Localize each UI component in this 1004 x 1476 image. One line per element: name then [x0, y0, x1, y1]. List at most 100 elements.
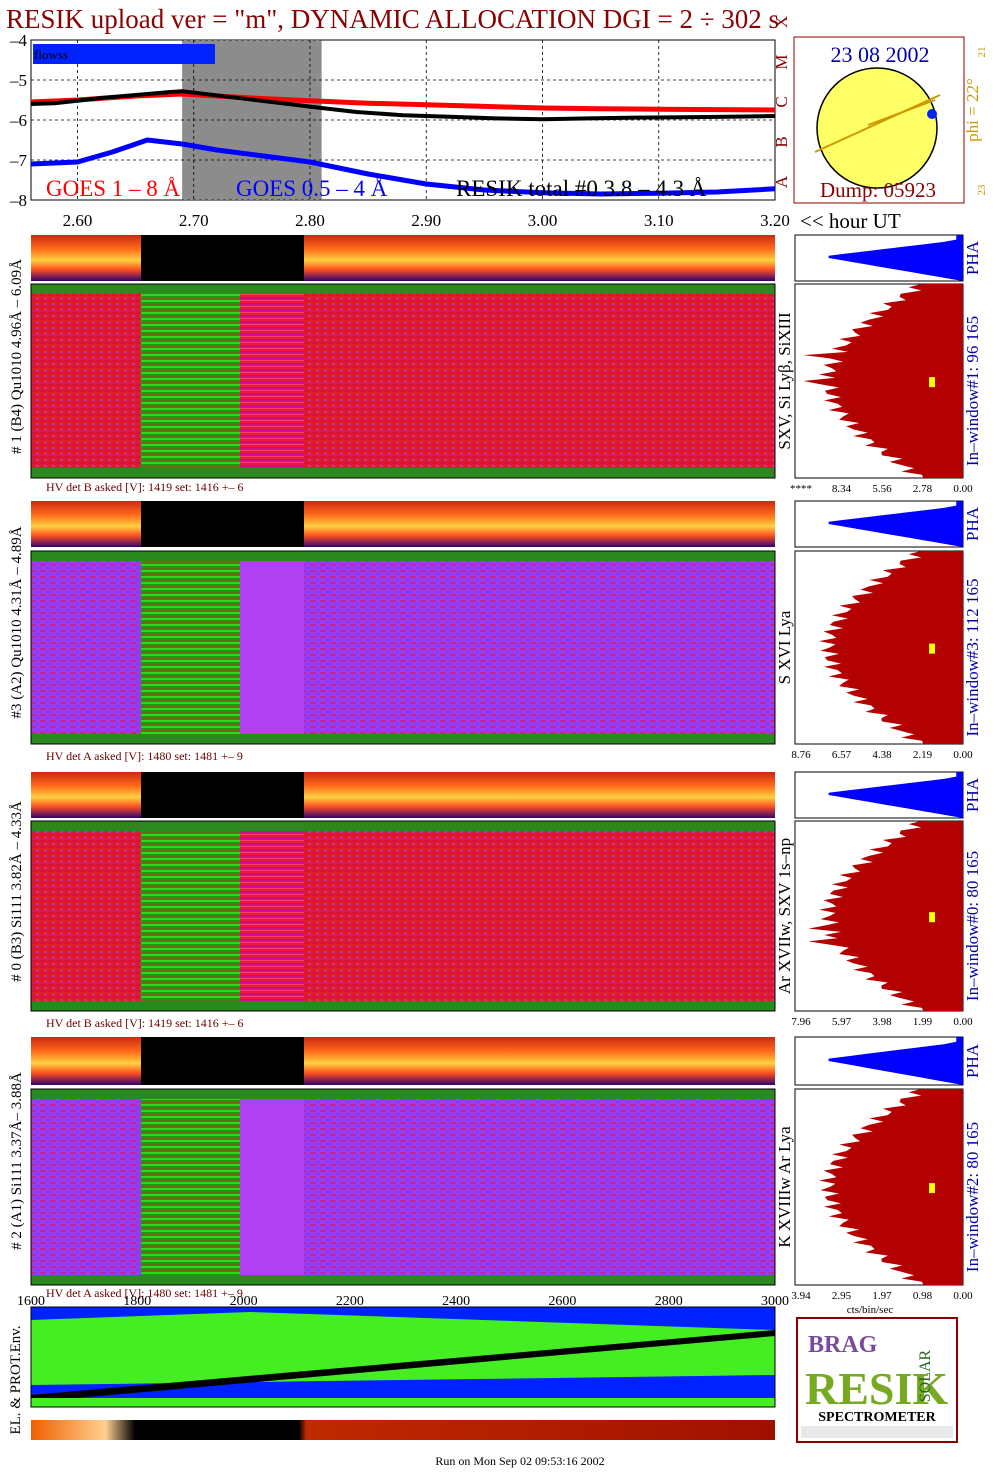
goes-class-letter: X — [772, 16, 791, 28]
x-tick-label: 2.80 — [295, 211, 325, 230]
channel-wavelength-label: #3 (A2) Qu1010 4.31Å – 4.89Å — [9, 526, 25, 718]
logo-fineprint — [801, 1426, 953, 1438]
spectrogram-green-section — [141, 551, 240, 744]
in-window-label: In–window#1: 96 165 — [963, 316, 982, 466]
phi-angle: phi = 22° — [963, 78, 982, 142]
x-tick-label: 3.10 — [644, 211, 674, 230]
hv-status: HV det A asked [V]: 1480 set: 1481 +– 9 — [46, 749, 243, 763]
hist-x-tick: 3.94 — [791, 1290, 811, 1302]
hist-x-tick: 5.97 — [832, 1016, 852, 1028]
env-x-tick: 2400 — [442, 1294, 470, 1309]
env-diagonal-track — [31, 1330, 775, 1402]
pha-label: PHA — [963, 240, 982, 275]
goes-lightcurve-chart: 2.60 2.70 2.80 2.90 3.00 3.10 3.20 –4 –5 –6 –7 –8 A B… — [9, 16, 901, 233]
window-histogram — [803, 284, 963, 478]
window-marker — [929, 377, 935, 388]
top-band-gap — [141, 501, 304, 547]
env-x-tick: 1800 — [123, 1294, 151, 1309]
run-info: Run on Mon Sep 02 09:53:16 2002 — [435, 1454, 604, 1468]
sun-axis — [814, 94, 941, 153]
phi-tick-lower: 23 — [976, 184, 988, 196]
spectrogram-bottom-edge — [31, 468, 775, 478]
env-x-tick: 2000 — [230, 1294, 258, 1309]
hist-x-tick: 7.96 — [791, 1016, 811, 1028]
env-bottom-band — [31, 1398, 775, 1407]
window-marker — [929, 643, 935, 654]
in-window-label: In–window#0: 80 165 — [963, 851, 982, 1001]
env-ylabel: EL. & PROT.Env. — [8, 1325, 24, 1434]
goes-class-letter: A — [772, 175, 791, 188]
hist-x-tick: 0.00 — [953, 749, 973, 761]
spectrogram-stripe-section — [240, 821, 304, 1011]
spectrogram-frame — [30, 283, 776, 479]
channel-line-label: S XVI Lya — [775, 610, 794, 684]
spectrogram-green-section — [141, 284, 240, 478]
goes-class-letter: C — [772, 96, 791, 107]
hist-x-tick: 3.98 — [872, 1016, 892, 1028]
top-band-gap — [141, 772, 304, 818]
pha-histogram — [828, 501, 963, 547]
spectrogram-top-edge — [31, 821, 775, 831]
window-histogram — [808, 821, 963, 1011]
hist-x-tick: **** — [790, 483, 812, 495]
hv-status: HV det B asked [V]: 1419 set: 1416 +– 6 — [46, 480, 244, 494]
legend-entry: RESIK total #0 3.8 – 4.3 Å — [456, 176, 707, 201]
target-marker — [927, 109, 937, 119]
channel-wavelength-label: # 2 (A1) Si111 3.37Å– 3.88Å — [9, 1072, 25, 1250]
pha-histogram — [828, 235, 963, 281]
flowss-bar — [33, 44, 215, 64]
pha-label: PHA — [963, 1043, 982, 1078]
channel-panel: # 1 (B4) Qu1010 4.96Å – 6.09Å SXV, Si Lyβ… — [9, 234, 982, 495]
env-x-tick: 2200 — [336, 1294, 364, 1309]
channel-line-label: Ar XVIIw, SXV 1s–np — [775, 838, 794, 994]
logo-brag: BRAG — [808, 1332, 878, 1358]
env-green-region — [31, 1312, 775, 1385]
env-x-tick: 2800 — [655, 1294, 683, 1309]
logo-spectrometer: SPECTROMETER — [818, 1410, 936, 1425]
spectrogram-stripe-section — [240, 1089, 304, 1285]
channel-line-label: K XVIIIw Ar Lya — [775, 1126, 794, 1248]
env-x-tick: 2600 — [548, 1294, 576, 1309]
hist-x-tick: 8.76 — [791, 749, 811, 761]
y-tick-label: –6 — [9, 111, 27, 130]
summary-colour-strip — [31, 1420, 775, 1440]
hist-x-tick: 0.00 — [953, 1016, 973, 1028]
hist-x-tick: 0.00 — [953, 483, 973, 495]
y-tick-label: –7 — [9, 151, 28, 170]
legend-entry: GOES 1 – 8 Å — [46, 176, 181, 201]
top-band-gap — [141, 235, 304, 281]
env-x-tick: 3000 — [761, 1294, 789, 1309]
channel-panel: # 2 (A1) Si111 3.37Å– 3.88Å K XVIIIw Ar L… — [9, 1036, 982, 1302]
pha-label: PHA — [963, 777, 982, 812]
channel-panel: #3 (A2) Qu1010 4.31Å – 4.89Å S XVI Lya HV … — [9, 500, 982, 763]
spectrogram-bottom-edge — [31, 1001, 775, 1011]
x-tick-label: 2.90 — [411, 211, 441, 230]
hist-x-tick: 2.95 — [832, 1290, 852, 1302]
sun-date: 23 08 2002 — [831, 42, 930, 67]
channel-wavelength-label: # 0 (B3) Si111 3.82Å – 4.33Å — [9, 801, 25, 982]
spectrogram-frame — [30, 550, 776, 745]
pha-histogram — [828, 1037, 963, 1085]
spectrogram-top-edge — [31, 1089, 775, 1099]
spectrogram-green-section — [141, 821, 240, 1011]
goes-class-letter: B — [772, 136, 791, 147]
y-tick-label: –4 — [9, 31, 28, 50]
channel-line-label: SXV, Si Lyβ, SiXIII — [775, 312, 794, 450]
channel-wavelength-label: # 1 (B4) Qu1010 4.96Å – 6.09Å — [9, 259, 25, 454]
in-window-label: In–window#2: 80 165 — [963, 1122, 982, 1272]
spectrogram-bottom-edge — [31, 734, 775, 744]
phi-tick-upper: 21 — [976, 47, 988, 58]
flowss-label: flowss — [34, 47, 68, 62]
hist-x-tick: 8.34 — [832, 483, 852, 495]
window-histogram — [819, 1089, 963, 1285]
hist-x-tick: 2.19 — [913, 749, 933, 761]
spectrogram-stripe-section — [240, 551, 304, 744]
pha-label: PHA — [963, 506, 982, 541]
spectrogram-top-edge — [31, 551, 775, 561]
sun-panel: 23 08 2002 Dump: 05923 phi = 22° 21 23 — [793, 36, 988, 204]
x-tick-label: 3.00 — [528, 211, 558, 230]
spectrogram-frame — [30, 820, 776, 1012]
spectrogram-top-edge — [31, 284, 775, 294]
goes-class-letter: M — [772, 54, 791, 69]
y-tick-label: –5 — [9, 71, 27, 90]
